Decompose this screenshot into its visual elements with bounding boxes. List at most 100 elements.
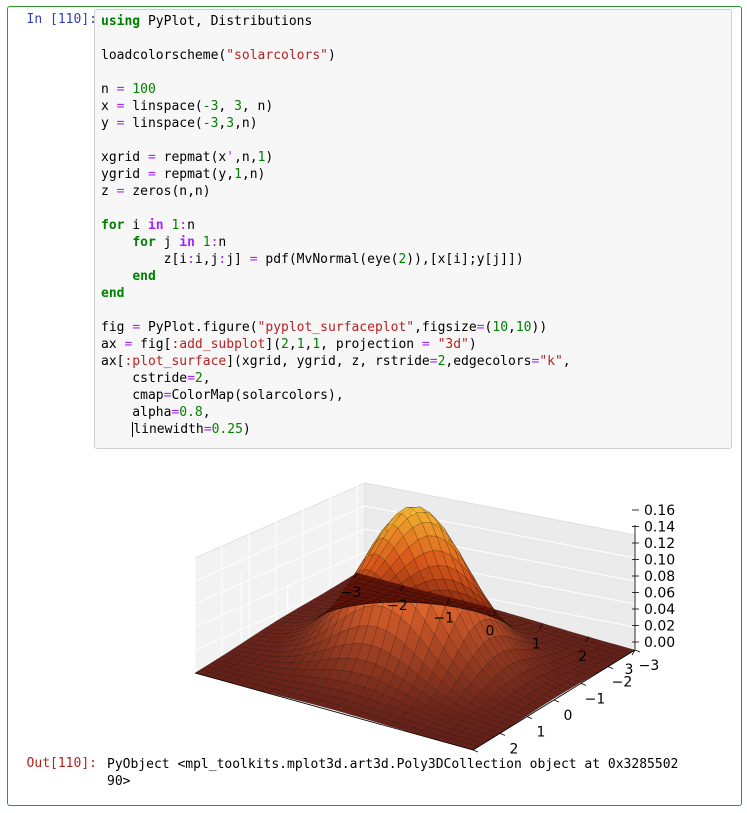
code-token xyxy=(101,422,132,437)
code-editor[interactable]: using PyPlot, Distributions loadcolorsche… xyxy=(94,9,732,449)
code-line: ygrid = repmat(y,1,n) xyxy=(101,166,571,183)
z-tick-label: 0.00 xyxy=(644,635,675,651)
code-token: i xyxy=(124,218,148,233)
z-tick-label: 0.12 xyxy=(644,536,675,552)
code-line: end xyxy=(101,268,571,285)
code-line xyxy=(101,132,571,149)
code-line: alpha=0.8, xyxy=(101,404,571,421)
code-token: ) xyxy=(468,337,477,352)
code-token xyxy=(101,269,132,284)
code-token: z[i xyxy=(101,252,188,267)
code-token: : xyxy=(210,235,219,250)
code-token: cmap xyxy=(101,388,164,403)
code-token: = xyxy=(421,337,430,352)
code-token: , n) xyxy=(241,99,274,114)
surface-plot: −3−2−10123−3−2−101230.000.020.040.060.08… xyxy=(193,478,675,757)
code-token: 1 xyxy=(296,337,305,352)
code-token: linspace( xyxy=(124,99,203,114)
code-token: -3 xyxy=(202,99,219,114)
code-token: for xyxy=(132,235,156,250)
code-token: 1 xyxy=(257,150,266,165)
code-token: n xyxy=(187,218,195,233)
code-token: 3 xyxy=(234,99,242,114)
code-line: linewidth=0.25) xyxy=(101,421,571,438)
code-token: = xyxy=(116,184,125,199)
x-tick-mark xyxy=(538,624,543,630)
code-token: alpha xyxy=(101,405,172,420)
code-token: 2 xyxy=(194,371,203,386)
code-token: = xyxy=(116,82,125,97)
z-tick-label: 0.10 xyxy=(644,553,675,569)
x-tick-label: 2 xyxy=(578,649,587,665)
code-line: for j in 1:n xyxy=(101,234,571,251)
code-token xyxy=(430,337,438,352)
y-tick-label: −3 xyxy=(639,658,660,674)
code-token: 10 xyxy=(492,320,509,335)
code-token: "k" xyxy=(539,354,563,369)
code-token: 2 xyxy=(398,252,407,267)
z-tick-label: 0.08 xyxy=(644,569,675,585)
x-tick-label: −1 xyxy=(433,611,454,627)
y-tick-mark xyxy=(634,649,641,653)
code-token: 2 xyxy=(437,354,446,369)
code-line: xgrid = repmat(x',n,1) xyxy=(101,149,571,166)
code-token: 0.8 xyxy=(179,405,203,420)
code-token: , xyxy=(202,405,211,420)
z-tick-label: 0.14 xyxy=(644,520,675,536)
code-token: ,edgecolors xyxy=(445,354,532,369)
code-token: repmat(x xyxy=(155,150,227,165)
code-line xyxy=(101,30,571,47)
code-token: in xyxy=(147,218,164,233)
code-token: ) xyxy=(242,422,251,437)
code-line: y = linspace(-3,3,n) xyxy=(101,115,571,132)
code-token: ) xyxy=(327,48,336,63)
code-token: linewidth xyxy=(133,422,204,437)
code-token: "3d" xyxy=(437,337,469,352)
y-tick-label: −1 xyxy=(585,691,606,707)
y-tick-label: 2 xyxy=(510,741,519,757)
code-token: PyPlot.figure( xyxy=(140,320,258,335)
code-token: 1 xyxy=(202,235,211,250)
code-token: linspace( xyxy=(124,116,203,131)
z-tick-label: 0.06 xyxy=(644,586,675,602)
code-line: for i in 1:n xyxy=(101,217,571,234)
code-token: n xyxy=(101,82,117,97)
z-tick-label: 0.02 xyxy=(644,619,675,635)
y-tick-mark xyxy=(580,682,587,686)
x-tick-label: 0 xyxy=(486,624,495,640)
code-line: x = linspace(-3, 3, n) xyxy=(101,98,571,115)
code-text[interactable]: using PyPlot, Distributions loadcolorsche… xyxy=(101,13,571,438)
code-token: repmat(y, xyxy=(155,167,235,182)
code-token: using xyxy=(101,14,141,29)
code-token: = xyxy=(163,388,172,403)
code-token: , projection xyxy=(320,337,422,352)
code-token: cstride xyxy=(101,371,188,386)
y-tick-label: 1 xyxy=(537,725,546,741)
code-line xyxy=(101,64,571,81)
code-token: y xyxy=(101,116,117,131)
code-line: loadcolorscheme("solarcolors") xyxy=(101,47,571,64)
code-token: ](xgrid, ygrid, z, rstride xyxy=(226,354,430,369)
code-token: = xyxy=(116,116,125,131)
code-token: = xyxy=(132,320,141,335)
x-tick-mark xyxy=(353,572,358,579)
code-token: loadcolorscheme( xyxy=(101,48,227,63)
code-token: = xyxy=(187,371,195,386)
code-line: cmap=ColorMap(solarcolors), xyxy=(101,387,571,404)
code-token: 2 xyxy=(281,337,289,352)
code-token: = xyxy=(147,167,156,182)
code-token: :add_subplot xyxy=(171,337,266,352)
code-token: for xyxy=(101,218,125,233)
x-tick-mark xyxy=(631,649,636,656)
code-token: = xyxy=(124,337,133,352)
code-token: n xyxy=(218,235,227,250)
code-token: xgrid xyxy=(101,150,148,165)
code-token: fig xyxy=(101,320,133,335)
y-tick-mark xyxy=(526,716,533,720)
code-token: ]( xyxy=(265,337,282,352)
code-line: ax = fig[:add_subplot](2,1,1, projection… xyxy=(101,336,571,353)
x-tick-mark xyxy=(492,611,497,617)
x-axis-line xyxy=(194,672,474,751)
code-token: = xyxy=(249,252,258,267)
y-tick-label: −2 xyxy=(612,675,633,691)
